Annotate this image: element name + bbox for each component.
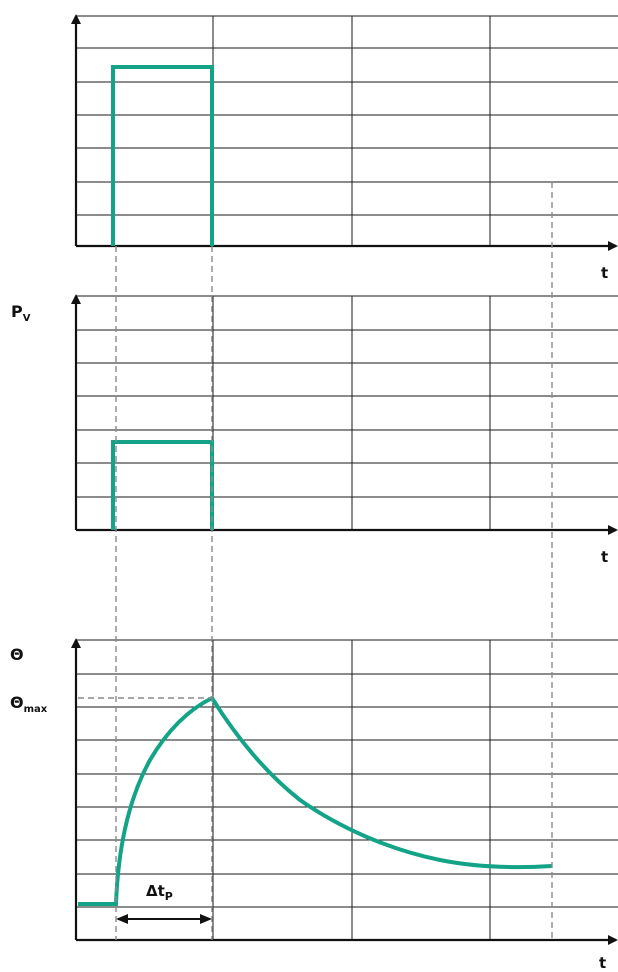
middle-x-axis-label: t [601, 548, 608, 566]
middle-panel-grid [76, 295, 618, 530]
theta-max-label-sub: max [24, 704, 48, 715]
top-x-axis-label: t [601, 264, 608, 282]
pulse-duration-label-sub: P [165, 890, 173, 903]
top-panel: t [71, 14, 618, 282]
pulse-duration-label: ΔtP [146, 882, 173, 903]
middle-y-axis-label: PV [11, 302, 31, 324]
pulse-duration-marker: ΔtP [116, 882, 212, 924]
bottom-panel-grid [76, 639, 618, 940]
middle-panel: PV t [11, 294, 618, 566]
bottom-y-axis-label: Θ [10, 645, 24, 664]
middle-y-axis-label-sub: V [23, 313, 31, 324]
bottom-x-axis-label: t [599, 954, 606, 972]
top-panel-grid [76, 15, 618, 246]
bottom-panel: Θ Θmax t ΔtP [10, 638, 618, 972]
time-alignment-lines [115, 182, 553, 940]
top-pulse-trace [111, 65, 214, 246]
temperature-curve [78, 695, 553, 906]
middle-pulse-trace [111, 440, 214, 530]
theta-max-label: Θmax [10, 693, 48, 715]
